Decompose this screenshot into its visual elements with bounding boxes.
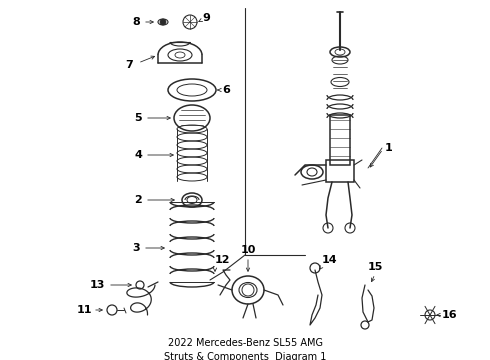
Text: 15: 15	[368, 262, 383, 272]
Text: 10: 10	[240, 245, 256, 255]
Text: 2: 2	[134, 195, 142, 205]
Text: 4: 4	[134, 150, 142, 160]
Text: 13: 13	[90, 280, 105, 290]
Text: 11: 11	[76, 305, 92, 315]
Text: 12: 12	[215, 255, 230, 265]
Text: 7: 7	[125, 60, 133, 70]
Text: 14: 14	[322, 255, 338, 265]
Circle shape	[160, 19, 166, 25]
Text: 8: 8	[132, 17, 140, 27]
Text: 3: 3	[132, 243, 140, 253]
Text: 9: 9	[202, 13, 210, 23]
Bar	[330, 115, 350, 165]
Text: 2022 Mercedes-Benz SL55 AMG
Struts & Components  Diagram 1: 2022 Mercedes-Benz SL55 AMG Struts & Com…	[164, 338, 326, 360]
Text: 6: 6	[222, 85, 230, 95]
Text: 1: 1	[385, 143, 393, 153]
Text: 5: 5	[134, 113, 142, 123]
Bar	[326, 160, 354, 182]
Text: 16: 16	[442, 310, 458, 320]
